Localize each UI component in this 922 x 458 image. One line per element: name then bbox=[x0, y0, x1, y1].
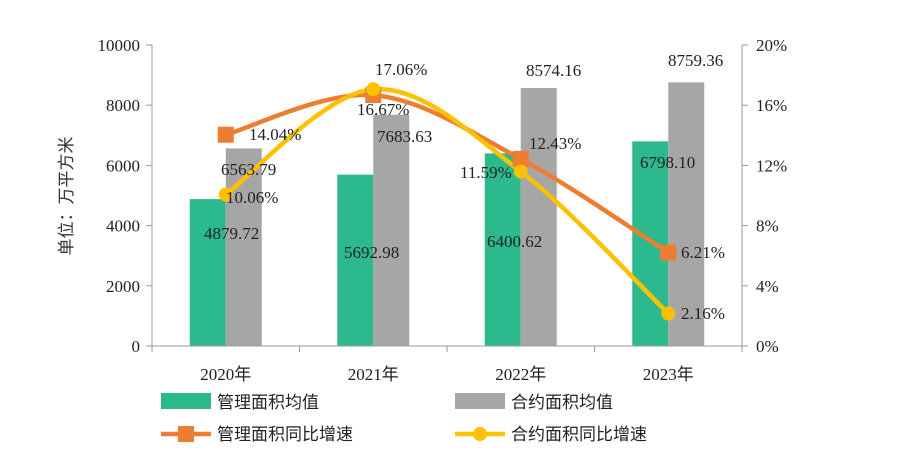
line-contract-growth bbox=[223, 86, 671, 316]
point-management-growth bbox=[660, 244, 677, 261]
legend-label: 合约面积同比增速 bbox=[511, 425, 647, 445]
data-label: 11.59% bbox=[460, 163, 512, 182]
x-tick-label: 2020年 bbox=[200, 365, 251, 384]
legend-swatch bbox=[455, 393, 505, 409]
data-label: 8574.16 bbox=[526, 61, 581, 80]
y-right-tick-label: 8% bbox=[756, 217, 779, 236]
data-label: 10.06% bbox=[226, 188, 278, 207]
data-label: 2.16% bbox=[681, 304, 725, 323]
y-right-tick-label: 4% bbox=[756, 277, 779, 296]
y-left-tick-label: 8000 bbox=[106, 96, 140, 115]
y-left-tick-label: 2000 bbox=[106, 277, 140, 296]
y-right-tick-label: 0% bbox=[756, 337, 779, 356]
bar-management bbox=[484, 153, 521, 346]
data-label: 14.04% bbox=[249, 125, 301, 144]
bar-management bbox=[337, 174, 374, 346]
legend-swatch-marker bbox=[178, 426, 194, 442]
point-contract-growth bbox=[661, 306, 676, 321]
y-left-tick-label: 4000 bbox=[106, 217, 140, 236]
x-tick-label: 2023年 bbox=[643, 365, 694, 384]
data-label: 6.21% bbox=[681, 243, 725, 262]
data-label: 5692.98 bbox=[344, 243, 399, 262]
legend-swatch bbox=[161, 393, 211, 409]
y-right-tick-label: 12% bbox=[756, 156, 787, 175]
data-label: 8759.36 bbox=[668, 51, 723, 70]
bar-management bbox=[189, 199, 226, 346]
y-right-tick-label: 16% bbox=[756, 96, 787, 115]
data-label: 16.67% bbox=[357, 100, 409, 119]
point-contract-growth bbox=[366, 82, 381, 97]
bar-contract bbox=[373, 114, 410, 346]
legend-swatch-marker bbox=[473, 427, 487, 441]
y-left-tick-label: 0 bbox=[132, 337, 141, 356]
point-contract-growth bbox=[218, 187, 233, 202]
data-label: 6563.79 bbox=[221, 160, 276, 179]
data-label: 6400.62 bbox=[487, 232, 542, 251]
data-label: 7683.63 bbox=[377, 127, 432, 146]
point-management-growth bbox=[217, 126, 234, 143]
data-label: 4879.72 bbox=[204, 224, 259, 243]
data-label: 12.43% bbox=[529, 134, 581, 153]
x-tick-label: 2021年 bbox=[348, 365, 399, 384]
y-right-tick-label: 20% bbox=[756, 36, 787, 55]
legend-label: 合约面积均值 bbox=[511, 393, 613, 413]
data-label: 17.06% bbox=[375, 60, 427, 79]
point-management-growth bbox=[512, 150, 529, 167]
bar-contract bbox=[520, 87, 557, 346]
legend-label: 管理面积同比增速 bbox=[217, 425, 353, 445]
x-tick-label: 2022年 bbox=[495, 365, 546, 384]
legend-label: 管理面积均值 bbox=[217, 393, 319, 413]
bar-contract bbox=[668, 82, 705, 346]
data-label: 6798.10 bbox=[640, 153, 695, 172]
y-axis-left-title: 单位：万平方米 bbox=[57, 137, 77, 256]
line-management-growth bbox=[223, 92, 671, 255]
y-left-tick-label: 10000 bbox=[98, 36, 141, 55]
point-contract-growth bbox=[513, 164, 528, 179]
y-left-tick-label: 6000 bbox=[106, 156, 140, 175]
